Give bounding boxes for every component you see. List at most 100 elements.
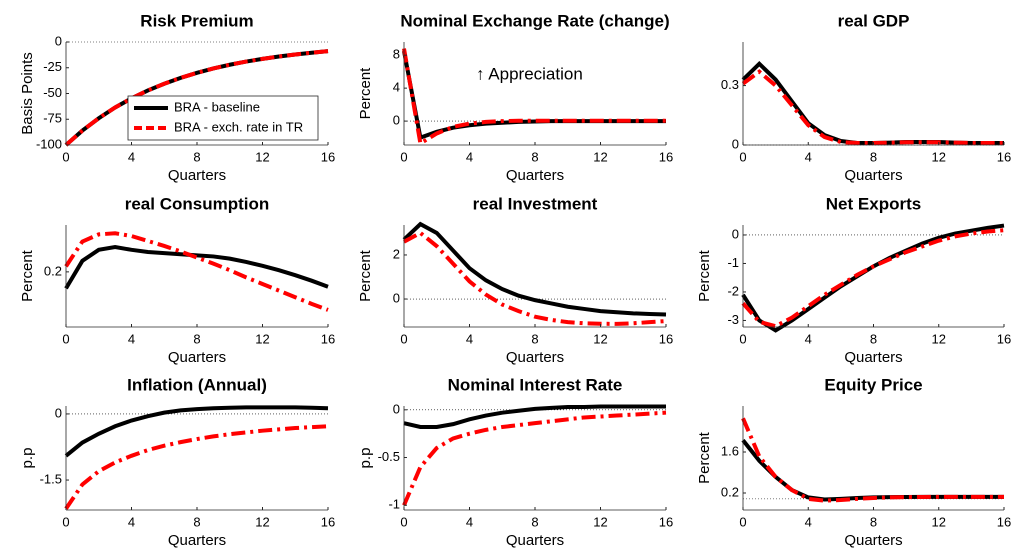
y-tick-label: -2 [727, 283, 739, 298]
series-line [403, 404, 666, 429]
y-axis-label: p.p [357, 448, 374, 469]
x-tick-label: 16 [997, 514, 1011, 529]
legend-box [127, 95, 319, 141]
x-tick-label: 16 [659, 514, 673, 529]
x-tick-label: 8 [193, 149, 200, 164]
x-tick-label: 8 [870, 331, 877, 346]
y-tick-label: 8 [393, 47, 400, 62]
x-axis-label: Quarters [506, 532, 564, 549]
y-tick-label: 0 [732, 226, 739, 241]
x-tick-label: 0 [62, 149, 69, 164]
x-tick-label: 16 [997, 149, 1011, 164]
y-tick-label: 2 [393, 246, 400, 261]
x-tick-label: 8 [531, 331, 538, 346]
x-tick-label: 12 [593, 331, 607, 346]
y-tick-label: 0 [393, 401, 400, 416]
series-line [64, 405, 329, 458]
y-tick-label: -0.5 [378, 449, 400, 464]
x-tick-label: 12 [255, 514, 269, 529]
y-tick-label: 1.6 [721, 443, 739, 458]
x-tick-label: 4 [128, 514, 135, 529]
y-tick-label: 0 [55, 33, 62, 48]
y-tick-label: 0 [732, 136, 739, 151]
panel-title: Equity Price [824, 375, 922, 394]
panel-title: real Investment [473, 194, 598, 213]
x-tick-label: 0 [739, 331, 746, 346]
panel-title: Nominal Interest Rate [448, 375, 623, 394]
series-line [741, 223, 1005, 333]
y-tick-label: 0.3 [721, 77, 739, 92]
x-tick-label: 4 [466, 514, 473, 529]
x-axis-label: Quarters [168, 349, 226, 366]
x-tick-label: 16 [321, 331, 335, 346]
y-tick-label: 0.2 [721, 484, 739, 499]
legend-label: BRA - baseline [174, 99, 260, 114]
y-tick-label: -1 [727, 255, 739, 270]
x-tick-label: 16 [659, 149, 673, 164]
series-line [403, 230, 667, 326]
panel-title: Nominal Exchange Rate (change) [400, 11, 669, 30]
y-tick-label: 0 [393, 290, 400, 305]
y-tick-label: -3 [727, 312, 739, 327]
x-tick-label: 12 [932, 514, 946, 529]
panel-title: real Consumption [125, 194, 270, 213]
x-tick-label: 12 [932, 331, 946, 346]
x-tick-label: 8 [531, 149, 538, 164]
x-tick-label: 4 [466, 331, 473, 346]
x-tick-label: 0 [739, 149, 746, 164]
x-tick-label: 4 [466, 149, 473, 164]
x-tick-label: 12 [932, 149, 946, 164]
x-axis-label: Quarters [506, 349, 564, 366]
y-axis-label: p.p [19, 448, 36, 469]
y-axis-label: Percent [19, 249, 36, 302]
x-tick-label: 0 [400, 514, 407, 529]
x-tick-label: 12 [593, 514, 607, 529]
y-tick-label: 0.2 [44, 263, 62, 278]
x-axis-label: Quarters [168, 167, 226, 184]
x-tick-label: 12 [255, 149, 269, 164]
x-axis-label: Quarters [506, 167, 564, 184]
x-tick-label: 8 [531, 514, 538, 529]
y-tick-label: -50 [43, 85, 62, 100]
y-tick-label: 0 [393, 113, 400, 128]
series-line [64, 49, 329, 147]
x-tick-label: 0 [62, 331, 69, 346]
series-line [741, 69, 1004, 146]
x-tick-label: 0 [62, 514, 69, 529]
legend-label: BRA - exch. rate in TR [174, 119, 303, 134]
x-tick-label: 4 [128, 331, 135, 346]
y-axis-label: Basis Points [19, 52, 36, 135]
x-tick-label: 16 [321, 514, 335, 529]
x-tick-label: 8 [870, 149, 877, 164]
y-axis-label: Percent [357, 67, 374, 120]
x-tick-label: 12 [593, 149, 607, 164]
series-line [64, 231, 329, 312]
x-tick-label: 4 [128, 149, 135, 164]
series-line [64, 245, 329, 290]
x-axis-label: Quarters [844, 349, 902, 366]
y-tick-label: -100 [36, 136, 62, 151]
series-line [741, 61, 1004, 146]
x-tick-label: 16 [321, 149, 335, 164]
x-tick-label: 0 [400, 149, 407, 164]
y-axis-label: Percent [696, 249, 713, 302]
series-line [741, 439, 1004, 502]
x-tick-label: 12 [255, 331, 269, 346]
x-axis-label: Quarters [844, 532, 902, 549]
panel-title: Net Exports [826, 194, 921, 213]
y-tick-label: 0 [55, 405, 62, 420]
x-tick-label: 0 [739, 514, 746, 529]
x-tick-label: 16 [997, 331, 1011, 346]
panel-title: real GDP [838, 11, 910, 30]
series-line [402, 221, 667, 317]
x-tick-label: 4 [805, 149, 812, 164]
annotation: ↑ Appreciation [476, 64, 583, 83]
series-line [741, 417, 1004, 503]
series-line [741, 228, 1005, 329]
y-tick-label: -75 [43, 111, 62, 126]
x-tick-label: 16 [659, 331, 673, 346]
y-axis-label: Percent [357, 249, 374, 302]
x-tick-label: 8 [870, 514, 877, 529]
x-tick-label: 4 [805, 514, 812, 529]
